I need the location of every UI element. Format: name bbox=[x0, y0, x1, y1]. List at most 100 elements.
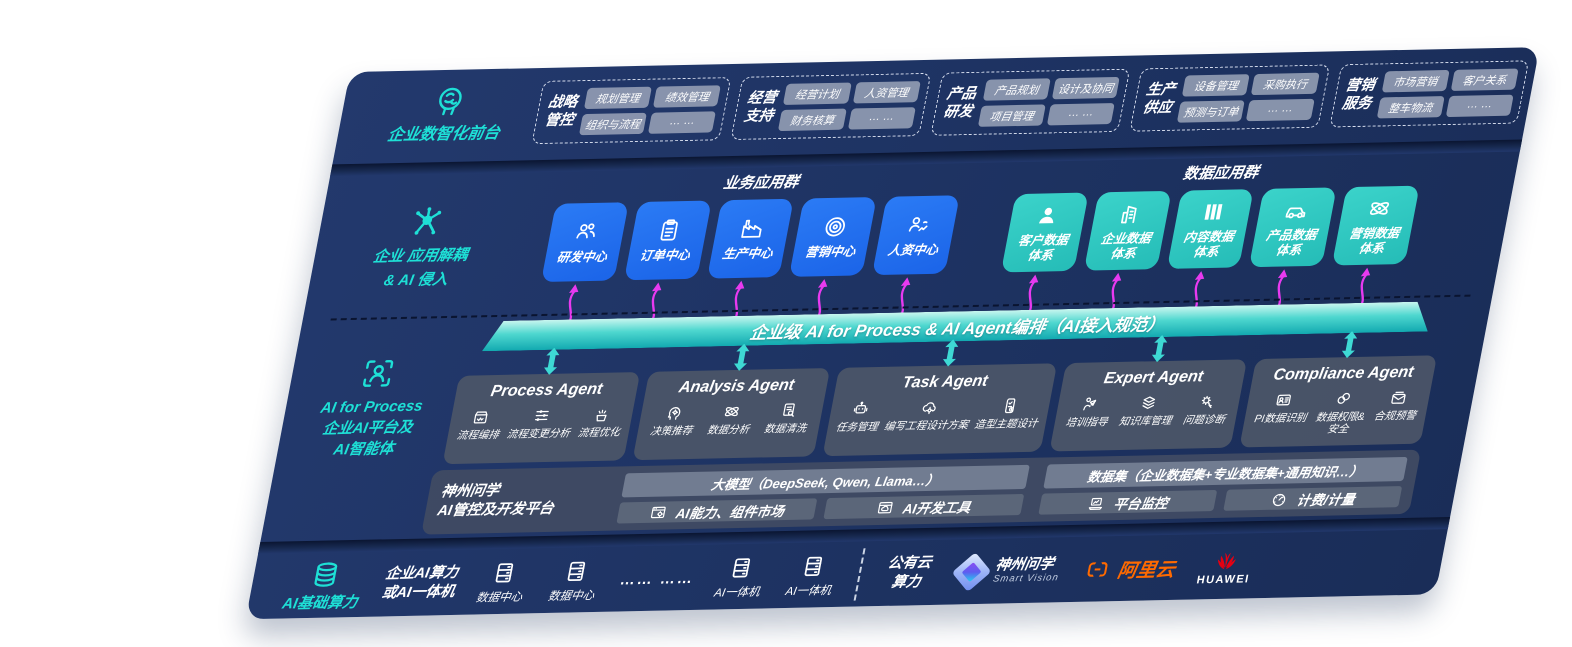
platform-band: 神州问学 AI管控及开发平台 大模型（DeepSeek, Qwen, Llama… bbox=[261, 449, 1463, 538]
database-icon bbox=[308, 559, 344, 590]
front-office-groups: 战略 管控 规划管理 绩效管理 组织与流程… … 经营 支持 经营计划 人资管理 财务核算… … 产… bbox=[531, 60, 1530, 145]
business-group-heading: 业务应用群 bbox=[721, 173, 801, 193]
cloud-line2: 算力 bbox=[890, 574, 923, 591]
infrastructure-label-text: AI基础算力 bbox=[280, 593, 360, 613]
business-tiles: 研发中心 订单中心 生产中心 营销中心 人资中心 bbox=[540, 195, 960, 326]
capability-label: 数据权限& 安全 bbox=[1314, 410, 1366, 436]
platform-group: 大模型（DeepSeek, Qwen, Llama…） AI能力、组件市场 AI开发… bbox=[616, 464, 1030, 524]
server-icon bbox=[561, 558, 592, 585]
business-app-group: 业务应用群 研发中心 订单中心 生产中心 营销中心 人资中心 bbox=[540, 167, 965, 326]
bidirectional-arrow bbox=[942, 339, 959, 367]
brain-icon bbox=[428, 83, 471, 120]
module-chip: 绩效管理 bbox=[653, 85, 722, 108]
server-icon bbox=[489, 559, 520, 586]
tile-label: 研发中心 bbox=[555, 249, 609, 266]
agent-capability: 流程编排 bbox=[453, 407, 505, 458]
front-office-chip-grid: 设备管理 采购执行 预测与订单… … bbox=[1177, 72, 1320, 123]
tile-label: 内容数据 体系 bbox=[1182, 229, 1236, 259]
cloud-line1: 公有云 bbox=[886, 555, 933, 573]
module-chip: 产品规划 bbox=[982, 78, 1051, 101]
front-office-chip-grid: 经营计划 人资管理 财务核算… … bbox=[778, 81, 921, 132]
alibaba-brackets-icon bbox=[1082, 556, 1113, 583]
module-chip: 组织与流程 bbox=[578, 112, 648, 136]
module-chip: 项目管理 bbox=[977, 104, 1046, 127]
capability-label: 编写工程设计方案 bbox=[883, 419, 970, 433]
agents-band: AI for Process 企业AI平台及 AI智能体 Process Age… bbox=[274, 331, 1485, 469]
compute-line1: 企业AI算力 bbox=[384, 564, 460, 583]
ai-box-nodes: AI一体机 AI一体机 bbox=[713, 552, 838, 600]
window-gear-icon bbox=[648, 503, 669, 521]
module-chip: … … bbox=[1046, 102, 1116, 126]
front-office-group: 经营 支持 经营计划 人资管理 财务核算… … bbox=[730, 72, 932, 141]
laptop-chart-icon bbox=[1085, 494, 1106, 512]
burst-icon bbox=[591, 405, 614, 424]
huawei-name: HUAWEI bbox=[1195, 572, 1251, 586]
clipboard-icon bbox=[654, 217, 685, 244]
platform-buttons: 平台监控 计费/计量 bbox=[1037, 486, 1403, 515]
data-system-tile: 企业数据 体系 bbox=[1083, 190, 1172, 271]
capability-label: 数据清洗 bbox=[763, 422, 808, 436]
tile-wrap: 内容数据 体系 bbox=[1166, 189, 1255, 313]
layers-icon bbox=[1137, 393, 1160, 412]
agent-capability: 流程变更分析 bbox=[503, 405, 576, 457]
atom-icon bbox=[720, 402, 743, 421]
agent-title: Compliance Agent bbox=[1271, 363, 1416, 384]
customer-icon bbox=[1032, 202, 1063, 229]
capability-label: 合规预警 bbox=[1372, 409, 1418, 423]
hr-icon bbox=[902, 212, 933, 239]
window-cloud-icon bbox=[875, 498, 896, 516]
data-system-tile: 营销数据 体系 bbox=[1331, 185, 1420, 266]
infrastructure-band: AI基础算力 企业AI算力 或AI一体机 数据中心 数据中心 …… …… AI一体… bbox=[246, 530, 1448, 619]
platform-button-label: AI开发工具 bbox=[901, 499, 972, 517]
tile-wrap: 订单中心 bbox=[623, 200, 712, 324]
tile-wrap: 人资中心 bbox=[872, 195, 960, 319]
smart-vision-logo: 神州问学 Smart Vision bbox=[951, 552, 1063, 592]
data-group-heading: 数据应用群 bbox=[1181, 163, 1261, 183]
ellipsis-nodes: …… …… bbox=[618, 569, 696, 588]
application-label: 企业 应用解耦 & AI 侵入 bbox=[324, 202, 520, 292]
module-chip: 经营计划 bbox=[783, 82, 852, 105]
compute-line2: 或AI一体机 bbox=[380, 583, 457, 602]
tile-label: 营销中心 bbox=[803, 244, 857, 260]
platform-box: 神州问学 AI管控及开发平台 大模型（DeepSeek, Qwen, Llama… bbox=[421, 449, 1422, 535]
front-office-group-title: 生产 供应 bbox=[1141, 81, 1177, 116]
platform-group-header: 大模型（DeepSeek, Qwen, Llama…） bbox=[621, 464, 1030, 498]
platform-button: AI开发工具 bbox=[823, 493, 1024, 520]
data-system-tile: 内容数据 体系 bbox=[1166, 189, 1255, 269]
capability-label: 决策推荐 bbox=[649, 424, 694, 438]
front-office-group: 战略 管控 规划管理 绩效管理 组织与流程… … bbox=[531, 77, 732, 145]
agent-capability: 数据分析 bbox=[703, 402, 755, 453]
robot-icon bbox=[849, 399, 872, 418]
module-chip: 预测与订单 bbox=[1177, 100, 1246, 123]
business-center-tile: 研发中心 bbox=[540, 202, 629, 283]
agent-title: Task Agent bbox=[900, 372, 990, 392]
module-chip: 整车物流 bbox=[1376, 96, 1445, 119]
content-icon bbox=[1198, 199, 1229, 226]
capability-label: 流程编排 bbox=[455, 428, 500, 442]
agent-capabilities: PI数据识别 数据权限& 安全 合规预警 bbox=[1247, 388, 1426, 442]
agent-capability: 合规预警 bbox=[1370, 388, 1422, 439]
agent-capability: 造型主题设计 bbox=[970, 396, 1043, 448]
agent-capability: 决策推荐 bbox=[646, 403, 698, 454]
business-center-tile: 订单中心 bbox=[623, 200, 712, 281]
agent-box: Compliance Agent PI数据识别 数据权限& 安全 合规预警 bbox=[1239, 331, 1438, 448]
platform-buttons: AI能力、组件市场 AI开发工具 bbox=[616, 493, 1024, 524]
tile-wrap: 企业数据 体系 bbox=[1083, 190, 1172, 315]
agent-capability: 编写工程设计方案 bbox=[880, 397, 974, 449]
agent-title: Process Agent bbox=[489, 380, 604, 401]
front-office-chip-grid: 产品规划 设计及协同 项目管理… … bbox=[977, 76, 1121, 127]
agent-capabilities: 决策推荐 数据分析 数据清洗 bbox=[640, 400, 819, 454]
agent-capability: 任务管理 bbox=[832, 399, 884, 450]
ai-platform-label-zh2: AI智能体 bbox=[332, 439, 396, 458]
platform-groups: 大模型（DeepSeek, Qwen, Llama…） AI能力、组件市场 AI开发… bbox=[616, 456, 1408, 524]
front-office-label-text: 企业数智化前台 bbox=[385, 124, 502, 145]
tile-label: 产品数据 体系 bbox=[1265, 227, 1318, 258]
module-chip: 采购执行 bbox=[1251, 72, 1320, 96]
front-office-chip-grid: 规划管理 绩效管理 组织与流程… … bbox=[578, 85, 722, 136]
ai-box-node: AI一体机 bbox=[713, 554, 767, 600]
agent-capabilities: 培训指导 知识库管理 问题诊断 bbox=[1057, 392, 1236, 446]
tile-wrap: 产品数据 体系 bbox=[1249, 187, 1337, 311]
agent-capability: 培训指导 bbox=[1061, 394, 1113, 445]
infrastructure-divider bbox=[854, 548, 867, 601]
